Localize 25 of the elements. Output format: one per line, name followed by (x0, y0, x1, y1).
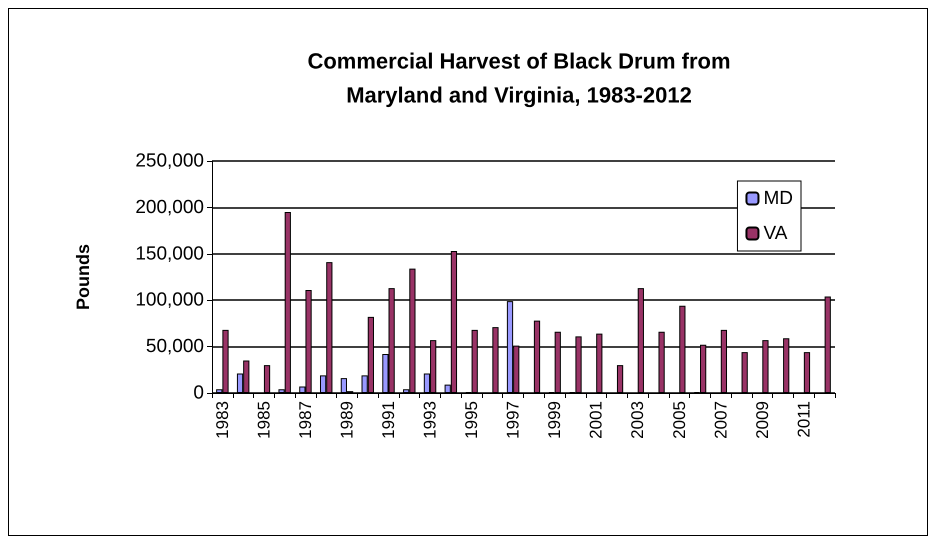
x-tick-label: 2005 (670, 401, 689, 439)
x-tick-label: 2009 (752, 401, 772, 439)
x-tick-label: 2007 (711, 401, 730, 439)
x-tick-label: 1983 (212, 401, 232, 439)
x-tick-label: 1989 (337, 401, 356, 439)
y-tick-label: 250,000 (135, 150, 204, 172)
y-tick-label: 0 (193, 382, 204, 404)
y-tick-label: 150,000 (135, 243, 204, 264)
x-tick-label: 2003 (628, 401, 648, 439)
x-tick-label: 1997 (504, 401, 523, 439)
legend-label: VA (763, 223, 788, 244)
x-tick-label: 1987 (296, 401, 315, 439)
y-tick-label: 100,000 (135, 290, 204, 311)
y-tick-label: 200,000 (135, 196, 204, 218)
legend-label: MD (763, 188, 794, 209)
x-tick-label: 1993 (420, 401, 440, 439)
x-tick-label: 1991 (379, 401, 398, 439)
x-tick-label: 2011 (794, 401, 814, 438)
x-tick-label: 1995 (462, 401, 482, 439)
x-tick-label: 1985 (254, 401, 274, 439)
chart-title: Commercial Harvest of Black Drum from Maryland and Virginia, 1983-2012 (307, 48, 731, 108)
x-tick-label: 2001 (586, 401, 606, 439)
x-tick-label: 1999 (545, 401, 564, 439)
y-axis-title: Pounds (73, 244, 93, 310)
y-tick-label: 50,000 (146, 336, 204, 358)
